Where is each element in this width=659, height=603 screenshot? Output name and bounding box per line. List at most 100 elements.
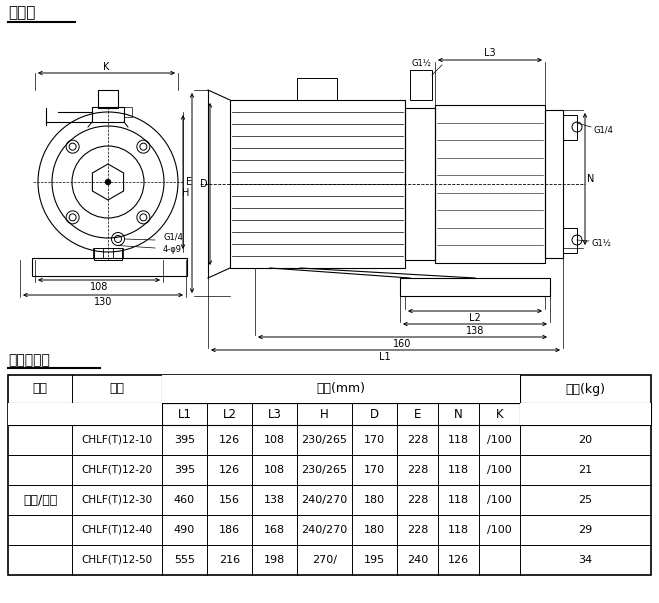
Bar <box>9 403 72 425</box>
Text: 240/270: 240/270 <box>301 525 348 535</box>
Bar <box>230 100 405 268</box>
Bar <box>435 105 545 263</box>
Text: K: K <box>103 62 109 72</box>
Text: 尺寸(mm): 尺寸(mm) <box>316 382 366 396</box>
Text: E: E <box>186 177 192 187</box>
Text: 240: 240 <box>407 555 428 565</box>
Text: N: N <box>454 408 463 420</box>
Text: /100: /100 <box>487 465 512 475</box>
Text: L3: L3 <box>268 408 281 420</box>
Bar <box>563 115 577 140</box>
Text: G1½: G1½ <box>411 58 431 68</box>
Text: G1½: G1½ <box>591 239 611 247</box>
Text: CHLF(T)12-40: CHLF(T)12-40 <box>82 525 153 535</box>
Text: 20: 20 <box>579 435 592 445</box>
Text: G1/4: G1/4 <box>163 233 183 241</box>
Text: 电机: 电机 <box>32 382 47 396</box>
Bar <box>124 107 132 117</box>
Text: 三相/单相: 三相/单相 <box>23 493 57 507</box>
Text: 170: 170 <box>364 465 385 475</box>
Text: /100: /100 <box>487 495 512 505</box>
Text: 34: 34 <box>579 555 592 565</box>
Text: N: N <box>587 174 594 184</box>
Bar <box>98 90 118 108</box>
Text: CHLF(T)12-10: CHLF(T)12-10 <box>82 435 153 445</box>
Text: 228: 228 <box>407 525 428 535</box>
Text: L2: L2 <box>223 408 237 420</box>
Bar <box>162 375 519 403</box>
Text: L2: L2 <box>469 313 481 323</box>
Text: 160: 160 <box>393 339 411 349</box>
Text: 395: 395 <box>174 435 195 445</box>
Text: 168: 168 <box>264 525 285 535</box>
Text: 118: 118 <box>448 465 469 475</box>
Text: 490: 490 <box>174 525 195 535</box>
Text: 138: 138 <box>466 326 484 336</box>
Text: 240/270: 240/270 <box>301 495 348 505</box>
Text: 安装图: 安装图 <box>8 5 36 20</box>
Text: 555: 555 <box>174 555 195 565</box>
Text: E: E <box>414 408 421 420</box>
Text: 126: 126 <box>219 465 240 475</box>
Bar <box>8 375 651 575</box>
Text: 195: 195 <box>364 555 385 565</box>
Text: 重量(kg): 重量(kg) <box>565 382 606 396</box>
Text: 108: 108 <box>90 282 108 292</box>
Bar <box>410 70 432 100</box>
Text: 228: 228 <box>407 435 428 445</box>
Bar <box>94 248 122 260</box>
Bar <box>400 278 550 296</box>
Text: 126: 126 <box>448 555 469 565</box>
Text: D: D <box>200 179 208 189</box>
Text: /100: /100 <box>487 525 512 535</box>
Text: 180: 180 <box>364 495 385 505</box>
Text: K: K <box>496 408 503 420</box>
Bar <box>32 258 187 276</box>
Text: L1: L1 <box>177 408 192 420</box>
Text: 21: 21 <box>579 465 592 475</box>
Bar <box>545 110 563 258</box>
Text: 230/265: 230/265 <box>302 465 347 475</box>
Bar <box>72 403 161 425</box>
Text: /100: /100 <box>487 435 512 445</box>
Bar <box>405 108 435 260</box>
Text: 108: 108 <box>264 465 285 475</box>
Text: 126: 126 <box>219 435 240 445</box>
Text: 108: 108 <box>264 435 285 445</box>
Bar <box>92 107 124 122</box>
Text: 尺寸和重量: 尺寸和重量 <box>8 353 50 367</box>
Text: 395: 395 <box>174 465 195 475</box>
Text: 130: 130 <box>94 297 112 307</box>
Text: 228: 228 <box>407 495 428 505</box>
Text: 118: 118 <box>448 435 469 445</box>
Text: 138: 138 <box>264 495 285 505</box>
Bar <box>521 403 650 425</box>
Text: 228: 228 <box>407 465 428 475</box>
Text: L3: L3 <box>484 48 496 58</box>
Text: 118: 118 <box>448 495 469 505</box>
Text: 25: 25 <box>579 495 592 505</box>
Text: 216: 216 <box>219 555 240 565</box>
Text: 270/: 270/ <box>312 555 337 565</box>
Text: 180: 180 <box>364 525 385 535</box>
Text: CHLF(T)12-50: CHLF(T)12-50 <box>82 555 153 565</box>
Bar <box>563 228 577 253</box>
Text: L1: L1 <box>379 352 391 362</box>
Text: G1/4: G1/4 <box>593 125 613 134</box>
Text: 170: 170 <box>364 435 385 445</box>
Text: D: D <box>370 408 379 420</box>
Text: H: H <box>320 408 329 420</box>
Text: CHLF(T)12-20: CHLF(T)12-20 <box>82 465 153 475</box>
Text: 460: 460 <box>174 495 195 505</box>
Text: 型号: 型号 <box>109 382 125 396</box>
Text: H: H <box>183 188 190 198</box>
Text: CHLF(T)12-30: CHLF(T)12-30 <box>82 495 153 505</box>
Text: 118: 118 <box>448 525 469 535</box>
Text: 4-φ9: 4-φ9 <box>163 244 182 253</box>
Text: 186: 186 <box>219 525 240 535</box>
Bar <box>297 78 337 100</box>
Text: 230/265: 230/265 <box>302 435 347 445</box>
Text: 29: 29 <box>579 525 592 535</box>
Circle shape <box>105 180 111 185</box>
Text: 156: 156 <box>219 495 240 505</box>
